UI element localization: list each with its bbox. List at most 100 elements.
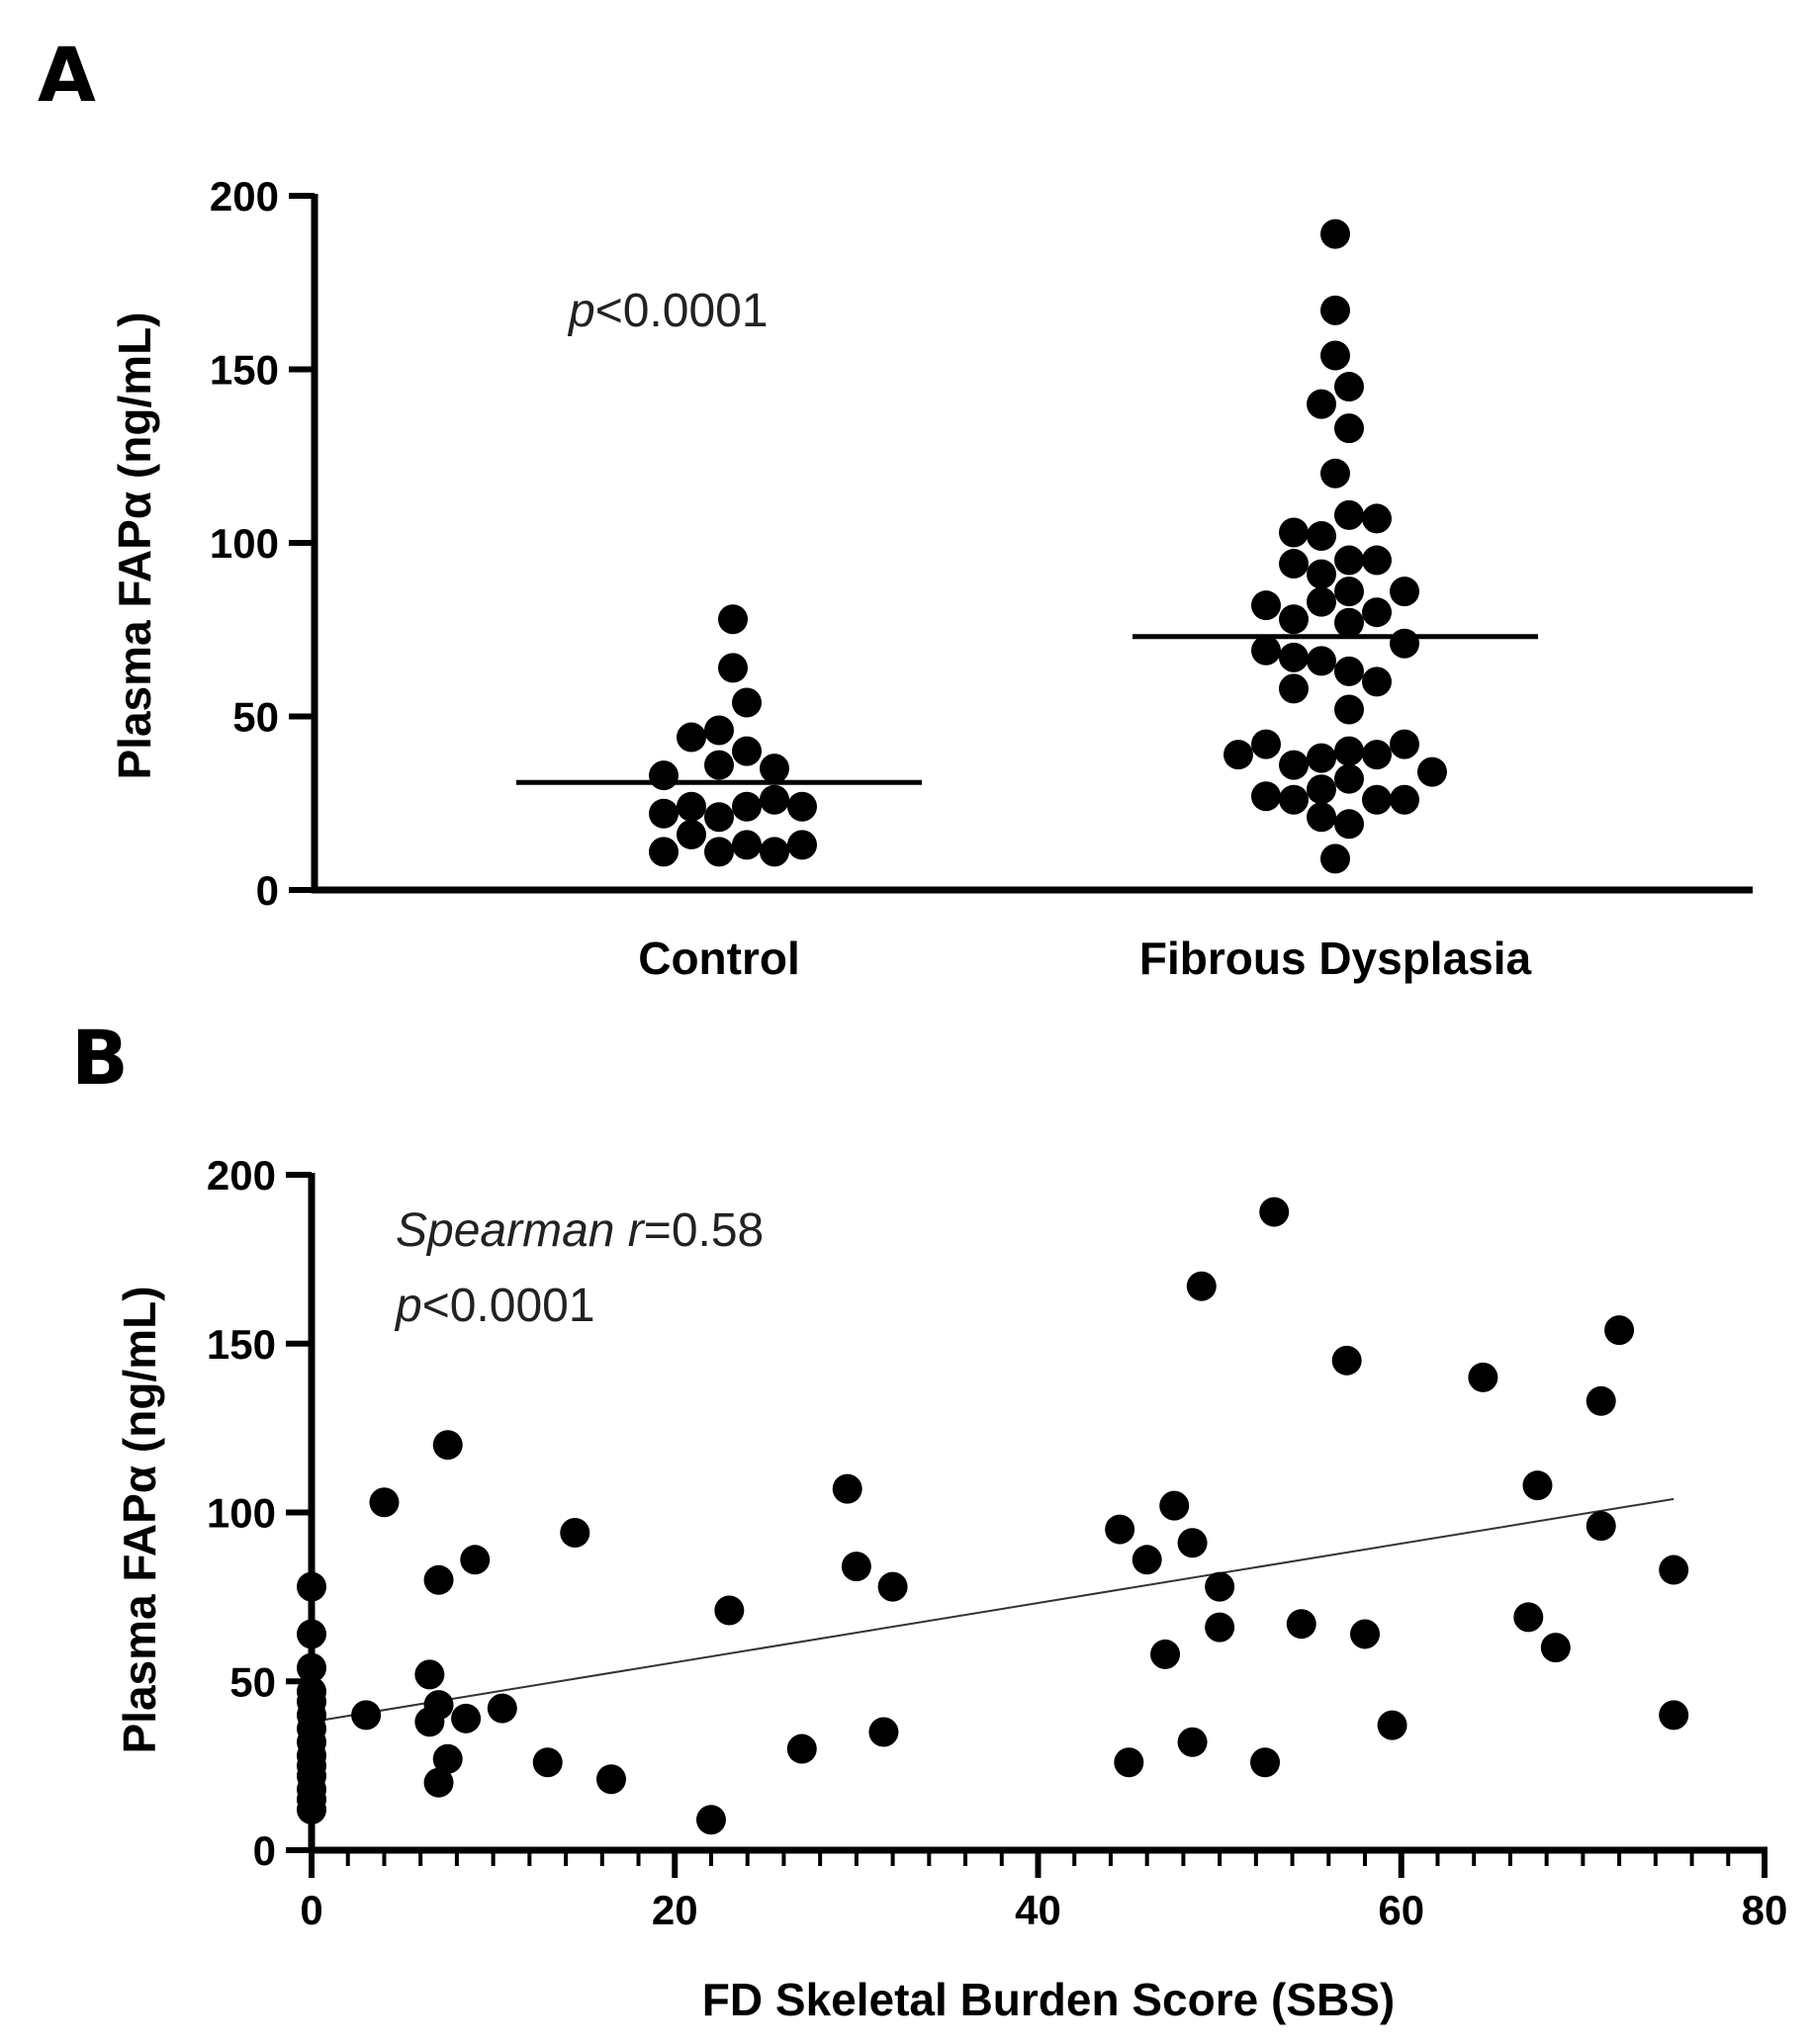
data-point [1186,1271,1217,1301]
panel-letter-a: A [38,31,96,119]
data-point [732,830,762,860]
panel-b-x-tick-label: 40 [1015,1887,1061,1933]
data-point [1114,1747,1144,1778]
data-point [423,1564,454,1595]
panel-a-axes [311,194,1753,894]
data-point [1334,577,1364,607]
data-point [487,1693,517,1724]
data-point [414,1659,445,1690]
data-point [760,754,789,784]
data-point [1279,549,1309,579]
data-point [1320,458,1350,489]
panel-a-y-tick-label: 200 [210,173,279,220]
data-point [704,802,734,833]
panel-a-y-tick-label: 0 [256,867,279,914]
data-point [1604,1315,1635,1346]
data-point [1334,545,1364,576]
data-point [1334,413,1364,444]
data-point [532,1747,563,1778]
data-point [1259,1197,1290,1227]
panel-a-points [649,219,1447,874]
panel-b-spearman-r: Spearman r=0.58 [396,1204,764,1257]
data-point [1279,642,1309,672]
data-point [732,736,762,766]
panel-b-x-tick-label: 60 [1378,1887,1424,1933]
data-point [1251,635,1281,666]
data-point [1279,673,1309,704]
data-point [1307,520,1336,551]
data-point [1205,1571,1235,1602]
data-point [1251,729,1281,759]
data-point [1417,756,1447,787]
panel-b-y-tick-label: 50 [229,1658,276,1705]
data-point [1586,1385,1616,1416]
panel-a-y-axis-title: Plasma FAPα (ng/mL) [109,311,160,779]
data-point [1334,607,1364,638]
data-point [732,791,762,822]
panel-a-mean-lines [516,634,1538,785]
panel-b-p-value: p<0.0001 [394,1280,595,1332]
panel-b-axes [308,1173,1767,1854]
data-point [714,1595,745,1626]
data-point [1320,219,1350,249]
data-point [1659,1555,1689,1585]
panel-a-y-ticks: 0 50 100 150 200 [210,173,315,914]
data-point [718,604,748,635]
panel-b-x-tick-label: 0 [300,1887,322,1933]
data-point [1522,1470,1553,1501]
data-point [1279,517,1309,548]
data-point [369,1487,400,1518]
data-point [1334,809,1364,840]
data-point [460,1545,491,1575]
data-point [1307,559,1336,589]
data-point [1362,784,1392,815]
data-point [423,1767,454,1798]
data-point [1132,1545,1162,1575]
data-point [1307,802,1336,833]
category-label-fibrous-dysplasia: Fibrous Dysplasia [1139,933,1532,984]
data-point [1250,1747,1281,1778]
data-point [1177,1727,1208,1757]
data-point [1390,628,1419,659]
data-point [704,750,734,780]
data-point [297,1676,326,1707]
data-point [760,784,789,815]
data-point [832,1473,862,1504]
data-point [1251,590,1281,621]
data-point [1307,586,1336,617]
panel-b-x-tick-label: 20 [652,1887,698,1933]
data-point [1286,1609,1316,1640]
panel-b-y-axis-title: Plasma FAPα (ng/mL) [114,1286,165,1753]
data-point [1334,763,1364,794]
data-point [1177,1528,1208,1558]
panel-b-chart: 0 50 100 150 200 0 20 40 60 80 Plasma FAPα (ng/m… [114,1152,1787,2025]
data-point [1279,604,1309,635]
data-point [786,1733,817,1764]
data-point [1334,736,1364,766]
data-point [297,1571,326,1602]
data-point [432,1430,463,1461]
data-point [1390,784,1419,815]
data-point [351,1700,382,1731]
data-point [1350,1619,1381,1649]
data-point [1150,1639,1181,1669]
data-point [1468,1362,1498,1392]
data-point [1334,656,1364,686]
data-point [1320,844,1350,874]
data-point [787,830,817,860]
panel-b-y-tick-label: 200 [207,1152,276,1199]
data-point [732,687,762,718]
panel-b-x-tick-label: 80 [1742,1887,1788,1933]
panel-a-p-value: p<0.0001 [567,285,769,337]
panel-b-points [297,1197,1689,1835]
data-point [1334,694,1364,725]
data-point [649,837,679,867]
data-point [432,1743,463,1774]
data-point [297,1652,326,1683]
data-point [1105,1514,1135,1545]
panel-a-y-tick-label: 100 [210,520,279,567]
panel-b-x-axis-title: FD Skeletal Burden Score (SBS) [702,1974,1395,2025]
data-point [1362,597,1392,628]
data-point [1390,729,1419,759]
